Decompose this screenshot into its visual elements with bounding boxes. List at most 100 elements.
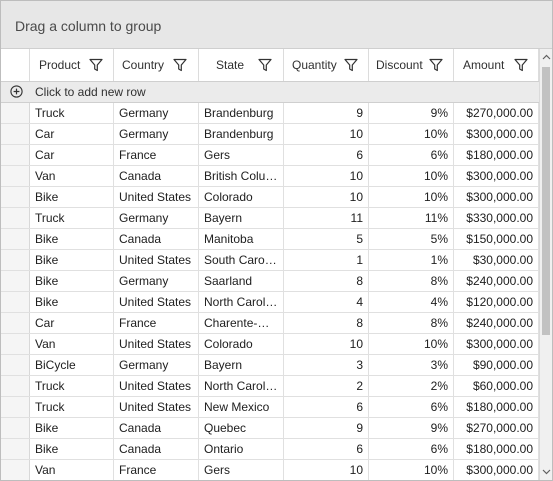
cell-country[interactable]: France: [114, 145, 199, 165]
cell-product[interactable]: Truck: [30, 208, 114, 228]
cell-amount[interactable]: $180,000.00: [454, 397, 539, 417]
cell-quantity[interactable]: 6: [284, 145, 369, 165]
cell-discount[interactable]: 4%: [369, 292, 454, 312]
filter-icon[interactable]: [173, 58, 187, 72]
cell-state[interactable]: Ontario: [199, 439, 284, 459]
filter-icon[interactable]: [514, 58, 528, 72]
table-row[interactable]: Car France Charente-M… 8 8% $240,000.00: [1, 313, 539, 334]
scroll-down-arrow-icon[interactable]: [540, 465, 553, 478]
cell-quantity[interactable]: 2: [284, 376, 369, 396]
cell-country[interactable]: Germany: [114, 103, 199, 123]
table-row[interactable]: Bike Canada Manitoba 5 5% $150,000.00: [1, 229, 539, 250]
cell-product[interactable]: Van: [30, 460, 114, 480]
cell-state[interactable]: British Colu…: [199, 166, 284, 186]
cell-quantity[interactable]: 3: [284, 355, 369, 375]
cell-amount[interactable]: $180,000.00: [454, 439, 539, 459]
cell-country[interactable]: France: [114, 313, 199, 333]
cell-country[interactable]: Germany: [114, 208, 199, 228]
table-row[interactable]: Car Germany Brandenburg 10 10% $300,000.00: [1, 124, 539, 145]
cell-quantity[interactable]: 10: [284, 187, 369, 207]
cell-quantity[interactable]: 10: [284, 334, 369, 354]
cell-discount[interactable]: 3%: [369, 355, 454, 375]
cell-state[interactable]: New Mexico: [199, 397, 284, 417]
table-row[interactable]: Bike United States South Carol… 1 1% $30,000.…: [1, 250, 539, 271]
table-row[interactable]: Van Canada British Colu… 10 10% $300,000.00: [1, 166, 539, 187]
table-row[interactable]: Bike United States Colorado 10 10% $300,000.0…: [1, 187, 539, 208]
cell-country[interactable]: United States: [114, 334, 199, 354]
cell-amount[interactable]: $300,000.00: [454, 460, 539, 480]
cell-state[interactable]: Brandenburg: [199, 103, 284, 123]
filter-icon[interactable]: [429, 58, 443, 72]
table-row[interactable]: Bike United States North Carol… 4 4% $120,000…: [1, 292, 539, 313]
cell-discount[interactable]: 10%: [369, 187, 454, 207]
cell-state[interactable]: Bayern: [199, 355, 284, 375]
table-row[interactable]: Van France Gers 10 10% $300,000.00: [1, 460, 539, 480]
cell-amount[interactable]: $90,000.00: [454, 355, 539, 375]
cell-amount[interactable]: $300,000.00: [454, 124, 539, 144]
cell-amount[interactable]: $240,000.00: [454, 271, 539, 291]
cell-state[interactable]: Bayern: [199, 208, 284, 228]
cell-quantity[interactable]: 9: [284, 103, 369, 123]
column-header-discount[interactable]: Discount: [369, 49, 454, 81]
filter-icon[interactable]: [344, 58, 358, 72]
cell-discount[interactable]: 8%: [369, 313, 454, 333]
table-row[interactable]: Truck Germany Brandenburg 9 9% $270,000.00: [1, 103, 539, 124]
cell-state[interactable]: North Carol…: [199, 376, 284, 396]
cell-product[interactable]: Car: [30, 313, 114, 333]
cell-state[interactable]: Colorado: [199, 187, 284, 207]
cell-discount[interactable]: 6%: [369, 439, 454, 459]
cell-product[interactable]: Truck: [30, 397, 114, 417]
cell-discount[interactable]: 10%: [369, 124, 454, 144]
cell-discount[interactable]: 2%: [369, 376, 454, 396]
column-header-product[interactable]: Product: [30, 49, 114, 81]
cell-country[interactable]: Germany: [114, 355, 199, 375]
cell-quantity[interactable]: 10: [284, 166, 369, 186]
cell-product[interactable]: Bike: [30, 229, 114, 249]
cell-amount[interactable]: $300,000.00: [454, 334, 539, 354]
cell-amount[interactable]: $240,000.00: [454, 313, 539, 333]
cell-discount[interactable]: 10%: [369, 460, 454, 480]
cell-state[interactable]: Brandenburg: [199, 124, 284, 144]
cell-discount[interactable]: 6%: [369, 145, 454, 165]
cell-product[interactable]: Truck: [30, 376, 114, 396]
cell-country[interactable]: United States: [114, 397, 199, 417]
cell-quantity[interactable]: 6: [284, 397, 369, 417]
cell-product[interactable]: Van: [30, 166, 114, 186]
cell-state[interactable]: Manitoba: [199, 229, 284, 249]
cell-country[interactable]: France: [114, 460, 199, 480]
table-row[interactable]: Van United States Colorado 10 10% $300,000.00: [1, 334, 539, 355]
cell-product[interactable]: Bike: [30, 418, 114, 438]
cell-product[interactable]: Van: [30, 334, 114, 354]
cell-product[interactable]: BiCycle: [30, 355, 114, 375]
filter-icon[interactable]: [258, 58, 272, 72]
cell-amount[interactable]: $60,000.00: [454, 376, 539, 396]
column-header-state[interactable]: State: [199, 49, 284, 81]
cell-product[interactable]: Bike: [30, 187, 114, 207]
cell-country[interactable]: Canada: [114, 439, 199, 459]
cell-product[interactable]: Bike: [30, 292, 114, 312]
cell-state[interactable]: Quebec: [199, 418, 284, 438]
table-row[interactable]: Truck United States New Mexico 6 6% $180,000.…: [1, 397, 539, 418]
cell-state[interactable]: Saarland: [199, 271, 284, 291]
cell-amount[interactable]: $270,000.00: [454, 418, 539, 438]
cell-quantity[interactable]: 5: [284, 229, 369, 249]
table-row[interactable]: Truck Germany Bayern 11 11% $330,000.00: [1, 208, 539, 229]
cell-amount[interactable]: $30,000.00: [454, 250, 539, 270]
table-row[interactable]: Bike Germany Saarland 8 8% $240,000.00: [1, 271, 539, 292]
cell-discount[interactable]: 9%: [369, 418, 454, 438]
table-row[interactable]: Car France Gers 6 6% $180,000.00: [1, 145, 539, 166]
cell-state[interactable]: Gers: [199, 145, 284, 165]
cell-discount[interactable]: 6%: [369, 397, 454, 417]
cell-amount[interactable]: $270,000.00: [454, 103, 539, 123]
table-row[interactable]: Bike Canada Ontario 6 6% $180,000.00: [1, 439, 539, 460]
scrollbar-thumb[interactable]: [542, 67, 550, 335]
cell-country[interactable]: United States: [114, 187, 199, 207]
cell-product[interactable]: Truck: [30, 103, 114, 123]
table-row[interactable]: Bike Canada Quebec 9 9% $270,000.00: [1, 418, 539, 439]
column-header-country[interactable]: Country: [114, 49, 199, 81]
cell-quantity[interactable]: 10: [284, 124, 369, 144]
cell-state[interactable]: Charente-M…: [199, 313, 284, 333]
cell-discount[interactable]: 5%: [369, 229, 454, 249]
vertical-scrollbar[interactable]: [539, 49, 552, 480]
cell-product[interactable]: Bike: [30, 439, 114, 459]
